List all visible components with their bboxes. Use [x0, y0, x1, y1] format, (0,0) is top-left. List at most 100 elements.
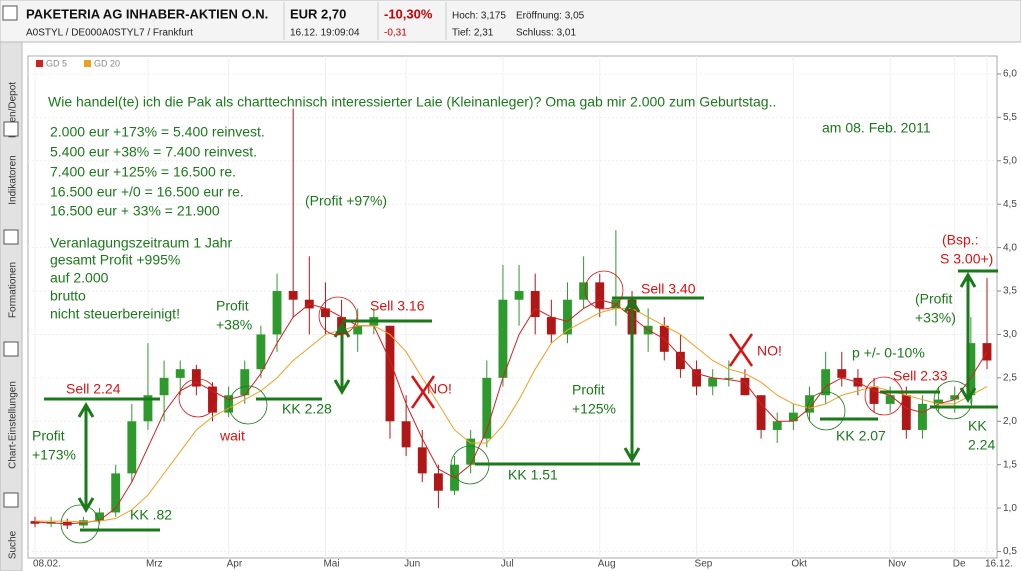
annotation: KK 2.07 [836, 428, 886, 444]
candle-body [417, 447, 427, 474]
candle-body [579, 282, 589, 300]
annotation: wait [219, 428, 245, 444]
high: Hoch: 3,175 [452, 11, 506, 22]
close: Schluss: 3,01 [516, 28, 576, 39]
annotation: 2.24 [968, 437, 995, 453]
annotation: 16.500 eur + 33% = 21.900 [50, 203, 220, 219]
y-tick-label: 5,5 [1003, 112, 1017, 123]
candle-body [514, 291, 524, 300]
x-mark [728, 333, 754, 367]
annotation: am 08. Feb. 2011 [822, 120, 931, 136]
candle-body [837, 369, 847, 378]
candle-body [530, 291, 540, 318]
y-tick-label: 4,0 [1003, 242, 1017, 253]
candle-body [563, 299, 572, 335]
candle-body [546, 317, 556, 335]
highlight-circle [450, 445, 490, 485]
candle-body [934, 399, 944, 404]
annotation: 16.500 eur +/0 = 16.500 eur re. [50, 184, 244, 200]
annotation: Profit [572, 382, 605, 398]
icon[interactable] [2, 5, 18, 21]
candle-body [788, 412, 798, 422]
candle-body [401, 421, 411, 448]
candle-body [224, 395, 234, 413]
annotation: brutto [50, 288, 86, 304]
candle-body [708, 377, 718, 387]
legend-swatch [84, 60, 91, 67]
candle-body [175, 369, 185, 378]
highlight-circle [584, 270, 624, 310]
change: -0,31 [384, 28, 407, 39]
annotation: gesamt Profit +995% [50, 252, 180, 268]
sidebar-tab[interactable]: Chart-Einstellungen [8, 381, 19, 469]
open: Eröffnung: 3,05 [516, 11, 585, 22]
icon[interactable] [3, 341, 19, 357]
legend-label: GD 5 [46, 58, 67, 68]
header-bar [0, 0, 1021, 43]
highlight-circle [228, 385, 268, 425]
candle-body [127, 421, 137, 474]
x-tick-label: Mai [323, 559, 339, 570]
annotation: Sell 2.33 [893, 368, 948, 384]
ma-line [35, 307, 988, 523]
price: EUR 2,70 [290, 6, 346, 21]
annotation: Profit [32, 428, 65, 444]
y-tick-label: 4,5 [1003, 199, 1017, 210]
arrow-head [77, 497, 95, 513]
icon[interactable] [3, 492, 19, 508]
change-pct: -10,30% [384, 6, 433, 21]
x-tick-label: Jun [404, 559, 420, 570]
candle-body [256, 334, 266, 370]
sidebar-tab[interactable]: Suche [8, 530, 19, 559]
arrow-head [77, 402, 95, 418]
ma-line [34, 299, 988, 525]
candle-body [756, 395, 766, 430]
icon[interactable] [3, 229, 19, 245]
arrow-head [623, 447, 641, 463]
y-tick-label: 2,5 [1003, 373, 1017, 384]
candle-body [805, 395, 814, 413]
sidebar [0, 41, 23, 571]
sidebar-tab[interactable]: Indikatoren [8, 155, 19, 204]
candle-body [740, 377, 750, 396]
candle-body [675, 351, 685, 370]
candle-body [950, 395, 960, 400]
candle-body [466, 438, 476, 465]
annotation: Sell 3.40 [641, 281, 696, 297]
candle-body [724, 377, 734, 379]
candle-body [918, 403, 927, 430]
arrow-head [333, 379, 351, 395]
x-tick-label: Aug [598, 559, 616, 570]
x-tick-label: Okt [791, 559, 807, 570]
sidebar-tab[interactable]: Listen/Depot [8, 82, 19, 138]
annotation: (Profit [915, 291, 952, 307]
y-tick-label: 2,0 [1003, 416, 1017, 427]
y-tick-label: 1,5 [1003, 459, 1017, 470]
y-tick-label: 3,5 [1003, 286, 1017, 297]
annotation: KK 1.51 [508, 467, 558, 483]
icon[interactable] [3, 121, 19, 137]
candle-body [385, 325, 395, 422]
candle-body [111, 473, 121, 513]
candle-body [95, 512, 104, 521]
annotation: +38% [216, 317, 252, 333]
y-tick-label: 3,0 [1003, 329, 1017, 340]
candle-body [498, 299, 508, 378]
annotation: p +/- 0-10% [852, 345, 925, 361]
highlight-circle [933, 380, 973, 420]
highlight-circle [60, 504, 100, 544]
sidebar-tab[interactable]: Formationen [8, 262, 19, 318]
candle-body [482, 377, 492, 439]
annotation: NO! [427, 381, 452, 397]
legend-swatch [36, 60, 43, 67]
highlight-circle [318, 296, 358, 336]
candle-body [272, 291, 282, 335]
candle-body [692, 369, 701, 387]
legend-label: GD 20 [94, 58, 120, 68]
candle-body [159, 377, 169, 396]
candle-body [353, 325, 363, 335]
plot-area [27, 55, 998, 559]
annotation: KK .82 [130, 507, 172, 523]
low: Tief: 2,31 [452, 28, 494, 39]
